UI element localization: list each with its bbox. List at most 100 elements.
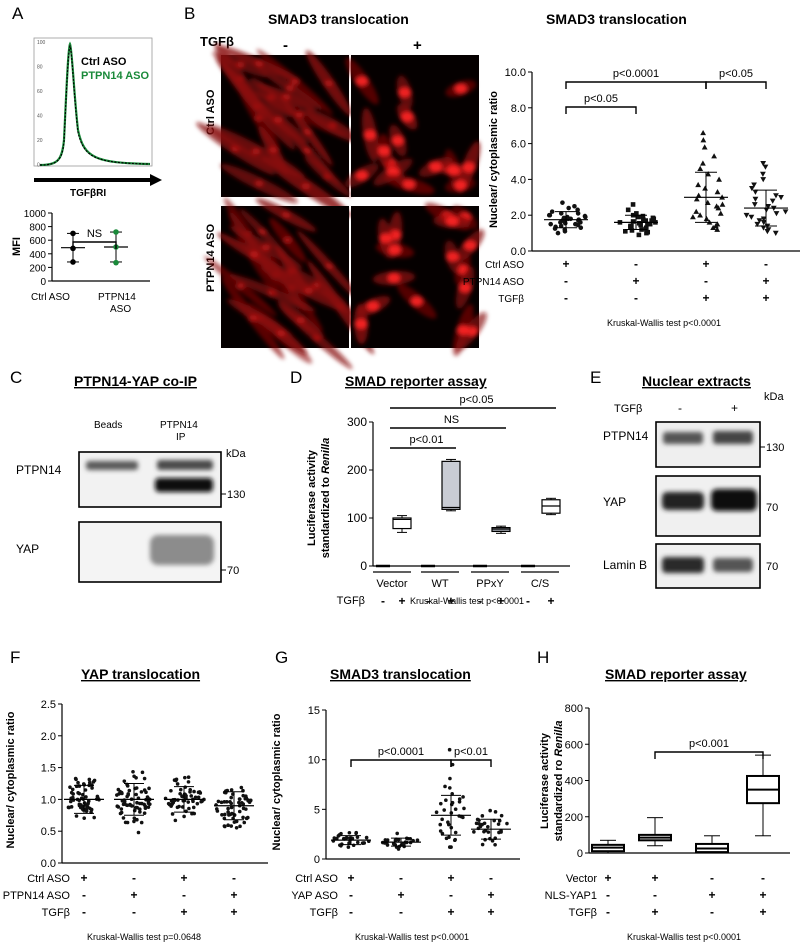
g-data-point — [396, 847, 401, 851]
h-cond-sign: - — [710, 905, 714, 919]
f-data-point — [135, 817, 139, 822]
f-data-point — [134, 776, 138, 780]
e-marker-70-yap: 70 — [766, 502, 778, 514]
f-cond-sign: + — [230, 888, 237, 902]
f-data-point — [68, 785, 72, 789]
b-y-tick-label: 8.0 — [511, 103, 526, 115]
g-sig-label: p<0.01 — [454, 746, 488, 758]
micro-row-label-ptpn14: PTPN14 ASO — [205, 223, 217, 292]
e-row-yap: YAP — [603, 495, 626, 509]
f-data-point — [82, 807, 87, 812]
b-data-point — [749, 186, 755, 192]
a-data-point — [70, 230, 76, 237]
b-cond-sign: + — [702, 291, 709, 305]
b-data-point — [756, 218, 763, 224]
mfi-ylabel: MFI — [11, 237, 23, 256]
f-data-point — [145, 795, 150, 799]
g-data-point — [444, 798, 448, 803]
g-data-point — [450, 762, 455, 767]
f-data-point — [136, 830, 141, 835]
f-cond-sign: + — [180, 871, 187, 885]
b-cond-label: PTPN14 ASO — [463, 277, 524, 288]
micrograph-nucleus — [283, 236, 293, 244]
micrograph-nucleus — [324, 80, 334, 87]
panel-h: H SMAD reporter assay Luciferase activit… — [537, 648, 790, 942]
b-data-point — [760, 220, 767, 226]
micrograph-nucleus — [379, 233, 393, 244]
a-xlabel-ptpn14: PTPN14 — [98, 292, 136, 303]
f-y-tick-label: 1.0 — [41, 794, 56, 806]
micrograph-nucleus — [366, 300, 380, 312]
b-data-point — [760, 225, 767, 231]
f-y-tick-label: 2.0 — [41, 731, 56, 743]
a-xlabel-aso: ASO — [110, 304, 131, 315]
g-cond-sign: + — [487, 905, 494, 919]
h-cond-sign: + — [708, 888, 715, 902]
b-data-point — [751, 182, 757, 188]
b-data-point — [714, 226, 721, 232]
b-data-point — [700, 160, 706, 166]
g-title: SMAD3 translocation — [330, 666, 471, 682]
micrograph-nucleus — [254, 180, 264, 187]
b-data-point — [697, 165, 704, 171]
f-data-point — [138, 810, 142, 814]
f-data-point — [139, 790, 144, 794]
b-data-point — [625, 207, 631, 213]
micrograph-nucleus — [398, 87, 412, 98]
micrograph-nucleus — [446, 251, 460, 262]
mfi-chart: MFI 1000 800 600 400 200 0 NS Ctrl ASO PTPN14… — [11, 209, 150, 315]
b-cond-label: Ctrl ASO — [485, 260, 524, 271]
f-data-point — [144, 790, 148, 794]
b-data-point — [568, 216, 573, 222]
b-cond-sign: - — [704, 274, 708, 288]
panel-letter-c: C — [10, 368, 22, 387]
micrograph-nucleus — [429, 161, 443, 173]
e-tgf-label: TGFβ — [614, 403, 642, 415]
d-tgf-sign: + — [547, 594, 554, 608]
g-ylabel: Nuclear/ cytoplasmic ratio — [271, 713, 283, 850]
micrograph-nucleus — [296, 316, 306, 324]
g-data-point — [497, 830, 501, 835]
g-data-point — [448, 776, 452, 781]
b-data-point — [773, 211, 780, 217]
f-cond-sign: - — [82, 905, 86, 919]
e-blot-ptpn14 — [655, 421, 761, 468]
g-data-point — [475, 817, 480, 822]
g-data-point — [490, 839, 495, 843]
b-data-point — [760, 216, 767, 222]
c-band-beads-ptpn14 — [86, 461, 138, 470]
g-data-point — [480, 814, 485, 818]
g-data-point — [496, 822, 501, 826]
arrow-head-icon — [150, 174, 162, 186]
f-data-point — [229, 788, 234, 792]
g-data-point — [499, 813, 504, 818]
f-data-point — [239, 785, 244, 790]
g-data-point — [450, 792, 454, 796]
a-sig-label: NS — [87, 228, 102, 240]
h-ylabel-2: standardized ro Renilla — [553, 720, 565, 841]
f-test: Kruskal-Wallis test p=0.0648 — [87, 932, 201, 942]
panel-d: D SMAD reporter assay Luciferase activit… — [290, 368, 570, 608]
f-data-point — [176, 798, 180, 802]
b-data-point — [703, 215, 710, 222]
d-tgf-sign: - — [526, 594, 530, 608]
e-tgf-plus: + — [731, 401, 738, 415]
g-cond-sign: - — [399, 905, 403, 919]
f-data-point — [183, 775, 187, 780]
micrograph-nucleus — [458, 282, 472, 293]
b-y-tick-label: 0.0 — [511, 246, 526, 258]
b-data-point — [762, 164, 769, 170]
d-group-label: PPxY — [476, 578, 504, 590]
f-data-point — [69, 790, 74, 795]
g-data-point — [443, 784, 447, 789]
c-marker-130: 130 — [227, 489, 245, 501]
f-data-point — [70, 787, 75, 792]
g-data-point — [406, 836, 411, 841]
h-cond-sign: + — [651, 871, 658, 885]
f-data-point — [79, 803, 83, 807]
histogram-curve-ctrl — [39, 44, 151, 166]
f-data-point — [223, 812, 227, 817]
b-data-point — [630, 202, 636, 207]
b-cond-sign: - — [634, 257, 638, 271]
